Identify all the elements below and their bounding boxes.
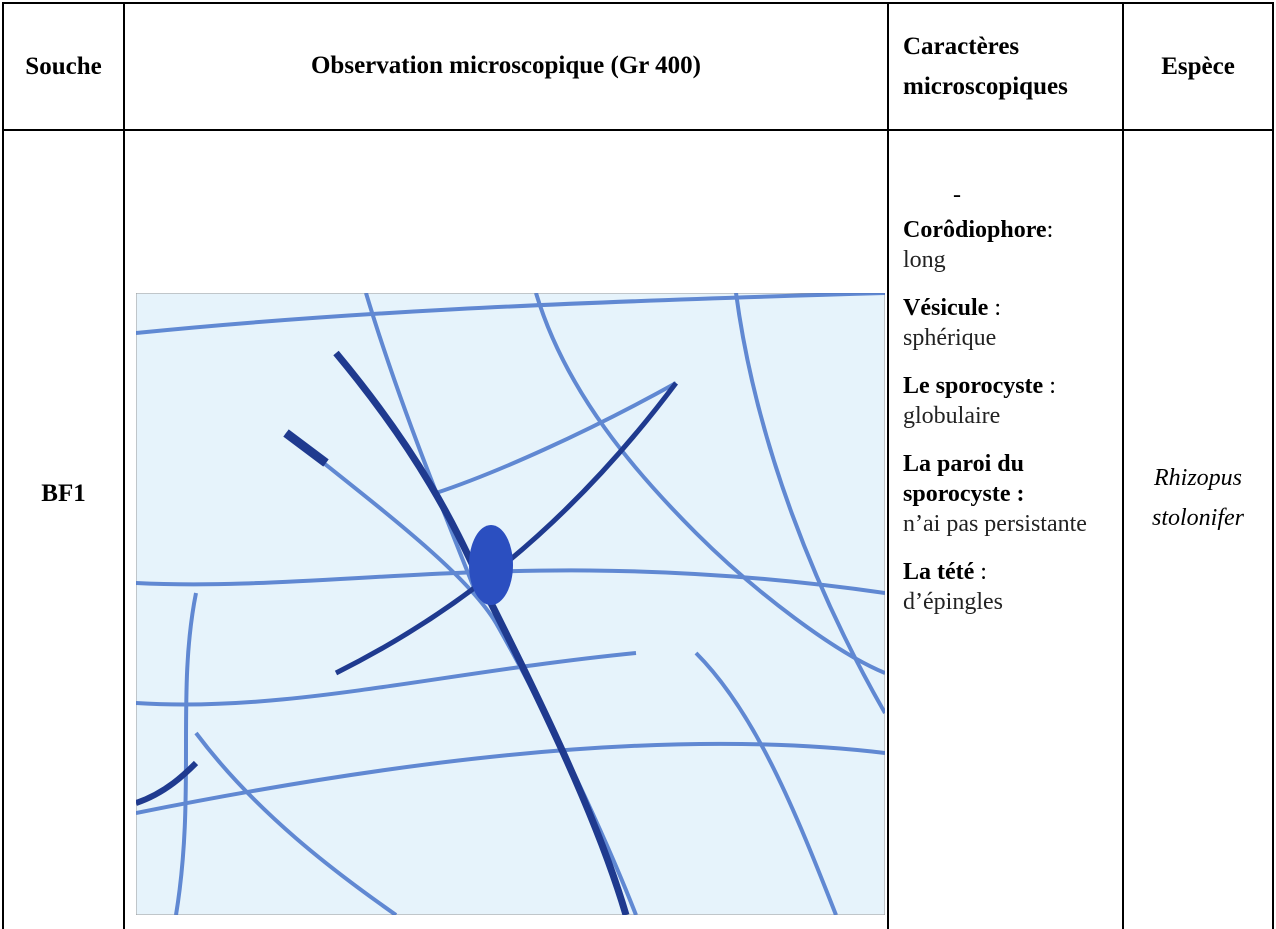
character-label: Corôdiophore bbox=[903, 217, 1047, 243]
micrograph bbox=[136, 293, 885, 915]
table-border bbox=[887, 2, 889, 929]
character-value: n’ai pas persistante bbox=[903, 509, 1118, 539]
character-value: globulaire bbox=[903, 401, 1118, 431]
species: Rhizopus stolonifer bbox=[1124, 458, 1272, 538]
character: Le sporocyste :globulaire bbox=[903, 371, 1118, 431]
character: Corôdiophore:long bbox=[903, 215, 1118, 275]
character-label: Vésicule bbox=[903, 295, 988, 321]
character-sep: : bbox=[1047, 217, 1054, 243]
character-label: La tété bbox=[903, 559, 974, 585]
table-border bbox=[2, 2, 4, 929]
header-cell: Souche bbox=[4, 4, 123, 129]
table-border bbox=[1272, 2, 1274, 929]
table-border bbox=[2, 129, 1274, 131]
dash: - bbox=[903, 182, 1118, 209]
character-label: Le sporocyste bbox=[903, 373, 1043, 399]
character-label: La paroi du sporocyste : bbox=[903, 451, 1025, 507]
page: {"table":{"header":["Souche","Observatio… bbox=[0, 0, 1276, 929]
header-cell: Caractères microscopiques bbox=[889, 4, 1122, 129]
table-border bbox=[123, 2, 125, 929]
character-value: d’épingles bbox=[903, 587, 1118, 617]
character-sep: : bbox=[974, 559, 987, 585]
header-cell: Observation microscopique (Gr 400) bbox=[125, 4, 887, 129]
character: La tété :d’épingles bbox=[903, 557, 1118, 617]
micrograph-bg bbox=[136, 293, 885, 915]
character-value: long bbox=[903, 245, 1118, 275]
strain: BF1 bbox=[4, 480, 123, 508]
character: Vésicule :sphérique bbox=[903, 293, 1118, 353]
character: La paroi du sporocyste :n’ai pas persist… bbox=[903, 449, 1118, 539]
character-value: sphérique bbox=[903, 323, 1118, 353]
character-sep: : bbox=[1043, 373, 1056, 399]
header-cell: Espèce bbox=[1124, 4, 1272, 129]
character-sep: : bbox=[988, 295, 1001, 321]
